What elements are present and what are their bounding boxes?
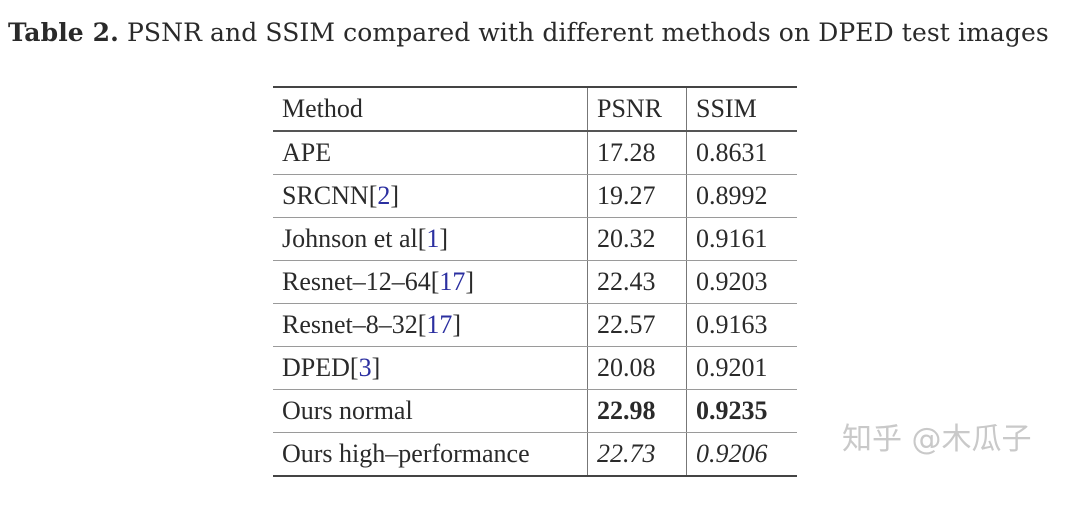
cell-psnr: 22.43 bbox=[587, 260, 687, 304]
citation-bracket: ] bbox=[439, 224, 449, 253]
citation-link[interactable]: 17 bbox=[439, 267, 466, 296]
results-table: Method PSNR SSIM APE 17.28 0.8631 SRCNN[2] 1… bbox=[273, 86, 797, 477]
cell-psnr: 20.08 bbox=[587, 346, 687, 390]
cell-ssim: 0.9203 bbox=[686, 260, 797, 304]
citation-link[interactable]: 3 bbox=[358, 353, 372, 382]
table-row: DPED[3] 20.08 0.9201 bbox=[273, 346, 797, 390]
cell-ssim: 0.9235 bbox=[686, 389, 797, 433]
table-row: Ours high–performance 22.73 0.9206 bbox=[273, 432, 797, 477]
header-method: Method bbox=[273, 86, 588, 132]
cell-ssim: 0.9206 bbox=[686, 432, 797, 477]
cell-psnr: 22.57 bbox=[587, 303, 687, 347]
cell-psnr: 22.98 bbox=[587, 389, 687, 433]
cell-psnr: 19.27 bbox=[587, 174, 687, 218]
header-ssim: SSIM bbox=[686, 86, 797, 132]
cell-method: SRCNN[2] bbox=[273, 174, 588, 218]
cell-ssim: 0.8631 bbox=[686, 131, 797, 175]
citation-bracket: ] bbox=[452, 310, 462, 339]
citation-link[interactable]: 17 bbox=[426, 310, 453, 339]
table-row: Johnson et al[1] 20.32 0.9161 bbox=[273, 217, 797, 261]
cell-method: Ours high–performance bbox=[273, 432, 588, 477]
table-body: APE 17.28 0.8631 SRCNN[2] 19.27 0.8992 Johnson… bbox=[273, 131, 797, 477]
table-row: Resnet–8–32[17] 22.57 0.9163 bbox=[273, 303, 797, 347]
cell-method: Resnet–8–32[17] bbox=[273, 303, 588, 347]
header-psnr: PSNR bbox=[587, 86, 687, 132]
cell-psnr: 17.28 bbox=[587, 131, 687, 175]
cell-method: APE bbox=[273, 131, 588, 175]
citation-bracket: ] bbox=[465, 267, 475, 296]
caption-label: Table 2. bbox=[8, 18, 119, 47]
method-name: DPED[ bbox=[282, 353, 359, 382]
cell-method: Ours normal bbox=[273, 389, 588, 433]
table-row: SRCNN[2] 19.27 0.8992 bbox=[273, 174, 797, 218]
citation-bracket: ] bbox=[390, 181, 400, 210]
cell-method: DPED[3] bbox=[273, 346, 588, 390]
table-header-row: Method PSNR SSIM bbox=[273, 86, 797, 132]
table-caption: Table 2. PSNR and SSIM compared with dif… bbox=[8, 18, 1049, 47]
method-name: Ours normal bbox=[282, 396, 413, 425]
zhihu-watermark: 知乎 @木瓜子 bbox=[842, 422, 1032, 457]
citation-bracket: ] bbox=[371, 353, 381, 382]
cell-ssim: 0.8992 bbox=[686, 174, 797, 218]
citation-link[interactable]: 2 bbox=[377, 181, 391, 210]
cell-ssim: 0.9163 bbox=[686, 303, 797, 347]
cell-psnr: 20.32 bbox=[587, 217, 687, 261]
cell-method: Johnson et al[1] bbox=[273, 217, 588, 261]
table-row: APE 17.28 0.8631 bbox=[273, 131, 797, 175]
method-name: APE bbox=[282, 138, 332, 167]
cell-method: Resnet–12–64[17] bbox=[273, 260, 588, 304]
method-name: Resnet–8–32[ bbox=[282, 310, 427, 339]
citation-link[interactable]: 1 bbox=[426, 224, 440, 253]
method-name: Ours high–performance bbox=[282, 439, 530, 468]
cell-ssim: 0.9161 bbox=[686, 217, 797, 261]
method-name: Johnson et al[ bbox=[282, 224, 427, 253]
table-row: Ours normal 22.98 0.9235 bbox=[273, 389, 797, 433]
cell-ssim: 0.9201 bbox=[686, 346, 797, 390]
caption-text: PSNR and SSIM compared with different me… bbox=[118, 18, 1049, 47]
method-name: SRCNN[ bbox=[282, 181, 378, 210]
method-name: Resnet–12–64[ bbox=[282, 267, 440, 296]
cell-psnr: 22.73 bbox=[587, 432, 687, 477]
table-row: Resnet–12–64[17] 22.43 0.9203 bbox=[273, 260, 797, 304]
